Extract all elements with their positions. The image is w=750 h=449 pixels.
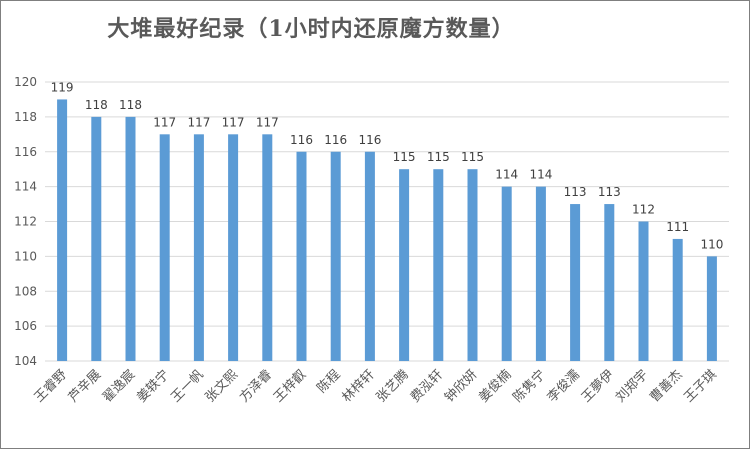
data-label: 118 [119, 98, 142, 112]
category-label: 李俊濡 [545, 367, 583, 405]
data-label: 116 [324, 133, 347, 147]
bar [159, 134, 170, 361]
bar [57, 99, 68, 361]
category-label: 芦辛展 [66, 367, 104, 405]
bar [228, 134, 239, 361]
y-tick-label: 116 [14, 145, 37, 159]
data-label: 119 [51, 80, 74, 94]
data-label: 114 [529, 168, 552, 182]
data-label: 117 [187, 115, 210, 129]
bar [638, 221, 649, 361]
bar [672, 238, 683, 361]
bars [57, 99, 717, 361]
data-label: 116 [358, 133, 381, 147]
category-label: 陈隽宁 [510, 367, 549, 406]
bar [262, 134, 273, 361]
category-label: 翟逸宸 [99, 367, 138, 406]
bar [296, 151, 307, 361]
category-label: 王梓叡 [271, 367, 309, 405]
data-label: 115 [393, 150, 416, 164]
bar [330, 151, 341, 361]
data-label: 115 [427, 150, 450, 164]
data-label: 112 [632, 203, 655, 217]
data-label: 115 [461, 150, 484, 164]
bar [91, 116, 102, 361]
category-label: 姜轶宁 [134, 367, 173, 406]
y-tick-label: 114 [14, 180, 37, 194]
category-label: 陈程 [314, 367, 344, 397]
data-label: 110 [700, 237, 723, 251]
bar [364, 151, 375, 361]
bar [399, 169, 410, 361]
bar [193, 134, 204, 361]
bar [501, 186, 512, 361]
category-label: 钟欣妍 [441, 367, 480, 406]
data-label: 117 [222, 115, 245, 129]
category-label: 林梓轩 [340, 367, 378, 405]
category-label: 方泽睿 [236, 367, 275, 406]
category-label: 王子琪 [682, 367, 720, 405]
data-label: 117 [256, 115, 279, 129]
bar [570, 204, 581, 361]
data-label: 116 [290, 133, 313, 147]
chart-title: 大堆最好纪录（1小时内还原魔方数量） [107, 16, 515, 42]
category-label: 费泓轩 [408, 367, 446, 405]
bar [535, 186, 546, 361]
data-label: 118 [85, 98, 108, 112]
data-label: 114 [495, 168, 518, 182]
data-label: 117 [153, 115, 176, 129]
data-label: 113 [564, 185, 587, 199]
y-tick-label: 110 [14, 249, 37, 263]
bar [706, 256, 717, 361]
y-tick-label: 112 [14, 215, 37, 229]
y-tick-label: 120 [14, 75, 37, 89]
gridlines [45, 81, 729, 362]
category-label: 刘郑宇 [613, 367, 651, 405]
data-label: 111 [666, 220, 689, 234]
bar [433, 169, 444, 361]
category-label: 曹善杰 [647, 367, 686, 406]
y-tick-label: 108 [14, 284, 37, 298]
y-axis-ticks: 104 106 108 110 112 114 116 118 120 [14, 75, 37, 368]
category-label: 王睿野 [32, 367, 70, 405]
y-tick-label: 104 [14, 354, 37, 368]
category-label: 张艺腾 [373, 367, 412, 406]
category-label: 王一帆 [169, 367, 207, 405]
bar [467, 169, 478, 361]
bar [604, 204, 615, 361]
category-label: 张文熙 [203, 367, 241, 405]
bar [125, 116, 136, 361]
data-labels: 119 118 118 117 117 117 117 116 116 116 115 115 115 1… [51, 80, 724, 251]
y-tick-label: 118 [14, 110, 37, 124]
category-label: 王夢伊 [579, 367, 617, 405]
category-label: 姜俊楠 [476, 367, 514, 405]
y-tick-label: 106 [14, 319, 37, 333]
data-label: 113 [598, 185, 621, 199]
